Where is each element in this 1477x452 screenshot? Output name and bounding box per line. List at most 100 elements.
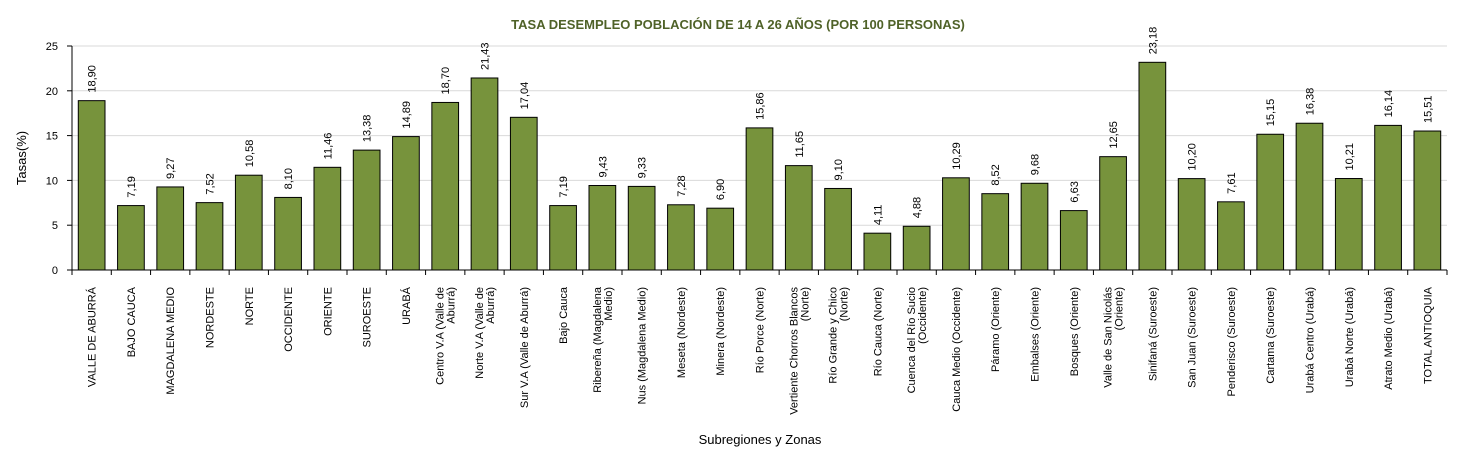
category-label: VALLE DE ABURRÁ	[86, 286, 99, 387]
bar	[981, 193, 1010, 271]
bar	[1334, 178, 1363, 271]
category-label: Páramo (Oriente)	[990, 287, 1002, 372]
category-label-line: URABÁ	[400, 286, 413, 325]
category-label: Ribereña (Magdalena Medio)	[592, 286, 615, 393]
bar	[1099, 156, 1127, 271]
data-label: 23,18	[1147, 27, 1159, 55]
category-label: Cauca Medio (Occidente)	[951, 287, 963, 412]
bar	[1020, 182, 1049, 271]
data-label: 16,14	[1383, 90, 1395, 118]
data-label: 4,11	[872, 205, 884, 226]
category-label-line: Cauca Medio (Occidente)	[951, 287, 963, 412]
category-label-line: Medio)	[603, 287, 615, 321]
bar	[1138, 61, 1167, 271]
axes	[67, 45, 1448, 275]
category-label-line: Río Porce (Norte)	[755, 287, 767, 373]
bar	[1413, 130, 1442, 271]
bar	[549, 205, 577, 271]
data-label: 8,10	[283, 168, 295, 189]
bar	[431, 101, 460, 271]
bar	[470, 77, 499, 271]
category-label-line: MAGDALENA MEDIO	[165, 287, 177, 395]
category-label-line: Ribereña (Magdalena	[592, 286, 604, 393]
category-label-line: Atrato Medio (Urabá)	[1383, 287, 1395, 390]
data-label: 10,58	[244, 140, 256, 168]
category-label: Bajo Cauca	[558, 286, 570, 344]
category-label-line: Meseta (Nordeste)	[676, 287, 688, 378]
category-label: Minera (Nordeste)	[715, 287, 727, 376]
bar	[1374, 124, 1402, 271]
data-label: 15,86	[755, 92, 767, 120]
category-label-line: Bajo Cauca	[558, 286, 570, 344]
data-label: 7,52	[205, 173, 217, 194]
category-label: Penderisco (Suroeste)	[1226, 287, 1238, 396]
category-label: Sinifaná (Suroeste)	[1147, 287, 1159, 381]
bar	[902, 225, 931, 271]
y-tick-label: 25	[46, 41, 58, 53]
data-label: 11,65	[794, 131, 806, 158]
data-label: 15,15	[1265, 99, 1277, 127]
category-label: TOTAL ANTIOQUIA	[1422, 286, 1434, 384]
y-tick-label: 0	[52, 265, 58, 277]
category-label: Urabá Centro (Urabá)	[1305, 287, 1317, 393]
category-label: URABÁ	[400, 286, 413, 325]
data-label: 14,89	[401, 101, 413, 129]
category-label: Atrato Medio (Urabá)	[1383, 287, 1395, 390]
category-label: Valle de San Nicolás (Oriente)	[1103, 287, 1126, 388]
category-label-line: (Norte)	[839, 287, 851, 321]
category-label-line: NORDESTE	[205, 287, 217, 348]
bar	[509, 116, 538, 271]
category-label: Cartama (Suroeste)	[1265, 287, 1277, 384]
category-label: Sur V.A (Valle de Aburrá)	[519, 287, 531, 408]
category-label: Bosques (Oriente)	[1069, 287, 1081, 376]
data-label: 7,61	[1226, 172, 1238, 193]
bar	[156, 186, 185, 271]
category-label-line: Nus (Magdalena Medio)	[637, 287, 649, 404]
category-label-line: ORIENTE	[322, 287, 334, 336]
category-label-line: VALLE DE ABURRÁ	[86, 286, 99, 387]
bar	[863, 232, 892, 271]
data-label: 8,52	[990, 164, 1002, 185]
bars	[77, 61, 1442, 271]
bar	[745, 127, 774, 271]
data-label: 12,65	[1108, 121, 1120, 149]
bar	[942, 177, 970, 271]
data-label: 9,68	[1030, 154, 1042, 175]
category-label-line: NORTE	[244, 287, 256, 325]
y-tick-label: 15	[46, 131, 58, 143]
bar	[667, 204, 695, 271]
category-label: Centro V.A (Valle de Aburrá)	[435, 287, 458, 385]
category-label: Río Grande y Chico (Norte)	[828, 287, 851, 384]
bar	[117, 205, 145, 271]
bar	[1295, 122, 1324, 271]
data-label: 9,27	[165, 158, 177, 179]
category-label-line: (Occidente)	[917, 287, 929, 344]
category-label-line: BAJO CAUCA	[126, 286, 138, 357]
category-label-line: Bosques (Oriente)	[1069, 287, 1081, 376]
bar	[274, 196, 302, 271]
bar	[824, 187, 852, 271]
x-axis-label: Subregiones y Zonas	[699, 432, 822, 447]
category-label-line: TOTAL ANTIOQUIA	[1422, 286, 1434, 384]
category-label: Nus (Magdalena Medio)	[637, 287, 649, 404]
data-label: 13,38	[362, 115, 374, 143]
category-label-line: (Norte)	[799, 287, 811, 321]
category-label: SUROESTE	[362, 287, 374, 348]
category-label-line: Sinifaná (Suroeste)	[1147, 287, 1159, 381]
chart-title: TASA DESEMPLEO POBLACIÓN DE 14 A 26 AÑOS…	[511, 17, 965, 32]
category-label-line: Río Cauca (Norte)	[872, 287, 884, 376]
data-label: 6,90	[715, 179, 727, 200]
category-label-line: Vertiente Chorros Blancos	[788, 287, 800, 415]
category-label: NORDESTE	[205, 287, 217, 348]
y-tick-labels: 0 5 10 15 20 25	[46, 41, 58, 277]
category-label-line: Norte V.A (Valle de	[474, 287, 486, 379]
category-label-line: Penderisco (Suroeste)	[1226, 287, 1238, 396]
category-label-line: Cuenca del Río Sucio	[906, 287, 918, 393]
category-label: Norte V.A (Valle de Aburrá)	[474, 287, 497, 379]
bar	[313, 166, 342, 271]
data-label: 18,70	[440, 67, 452, 95]
bar	[1059, 210, 1088, 271]
category-label-line: (Oriente)	[1114, 287, 1126, 330]
category-label: ORIENTE	[322, 287, 334, 336]
